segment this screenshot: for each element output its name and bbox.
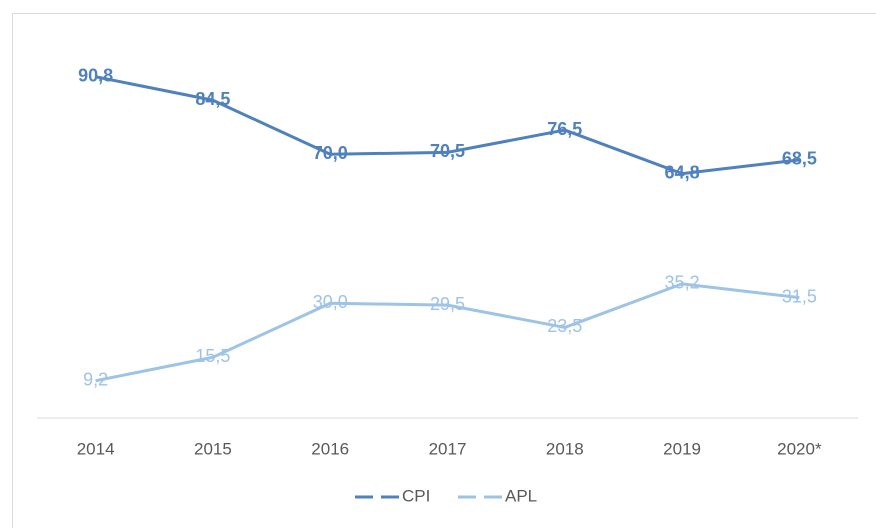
data-label: 35,2 xyxy=(665,273,700,293)
data-label: 29,5 xyxy=(430,294,465,314)
x-tick-label: 2014 xyxy=(77,439,115,458)
x-tick-label: 2016 xyxy=(311,439,349,458)
data-label: 31,5 xyxy=(782,286,817,306)
chart-border xyxy=(12,13,876,528)
data-label: 68,5 xyxy=(782,149,817,169)
data-label: 9,2 xyxy=(83,369,108,389)
data-label: 76,5 xyxy=(547,119,582,139)
legend-label: CPI xyxy=(402,486,430,505)
x-tick-label: 2018 xyxy=(546,439,584,458)
data-label: 90,8 xyxy=(78,66,113,86)
data-label: 70,0 xyxy=(313,143,348,163)
data-label: 84,5 xyxy=(195,89,230,109)
series-line xyxy=(95,282,800,383)
series-line xyxy=(95,75,800,176)
data-label: 70,5 xyxy=(430,141,465,161)
x-tick-label: 2017 xyxy=(429,439,467,458)
data-label: 15,5 xyxy=(195,346,230,366)
data-label: 64,8 xyxy=(665,162,700,182)
data-label: 30,0 xyxy=(313,292,348,312)
data-label: 23,5 xyxy=(547,316,582,336)
x-tick-label: 2019 xyxy=(663,439,701,458)
x-tick-label: 2015 xyxy=(194,439,232,458)
legend-label: APL xyxy=(505,486,537,505)
x-tick-label: 2020* xyxy=(777,439,822,458)
